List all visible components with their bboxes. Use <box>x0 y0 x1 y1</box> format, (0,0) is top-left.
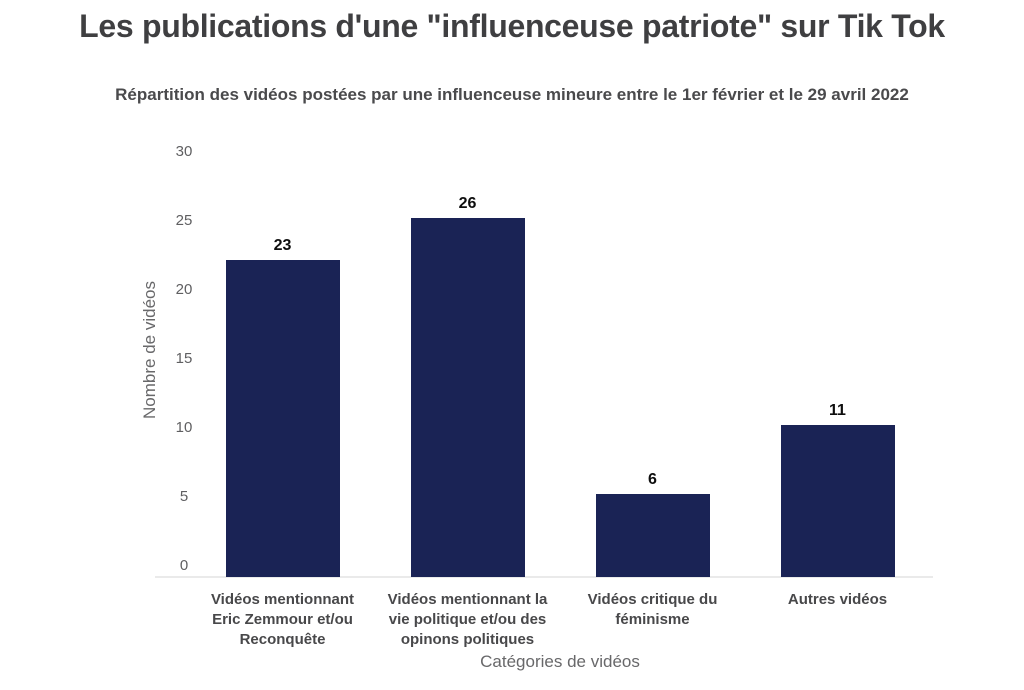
x-category-label: Vidéos mentionnant Eric Zemmour et/ou Re… <box>210 591 355 648</box>
x-category-label: Autres vidéos <box>787 591 888 608</box>
y-tick-label: 30 <box>175 143 193 160</box>
x-category-label: Vidéos mentionnant la vie politique et/o… <box>387 591 548 648</box>
y-tick-label: 10 <box>175 419 193 436</box>
bar-value-label: 23 <box>273 236 292 254</box>
y-tick-label: 25 <box>175 212 193 229</box>
y-tick-label: 15 <box>175 350 193 367</box>
bar <box>595 494 710 577</box>
y-tick-label: 0 <box>179 557 189 574</box>
bar <box>225 259 340 577</box>
chart-subtitle: Répartition des vidéos postées par une i… <box>115 85 909 104</box>
bar <box>410 218 525 577</box>
bar-value-label: 11 <box>829 402 846 420</box>
bar-value-label: 26 <box>458 195 477 213</box>
chart-title: Les publications d'une "influenceuse pat… <box>79 8 945 44</box>
x-category-label: Vidéos critique du féminisme <box>587 591 718 628</box>
bar <box>780 425 895 577</box>
bar-value-label: 6 <box>648 471 657 489</box>
x-axis-line <box>155 576 933 578</box>
y-tick-label: 20 <box>175 281 193 298</box>
x-axis-title: Catégories de vidéos <box>480 652 640 671</box>
y-tick-label: 5 <box>179 488 189 505</box>
